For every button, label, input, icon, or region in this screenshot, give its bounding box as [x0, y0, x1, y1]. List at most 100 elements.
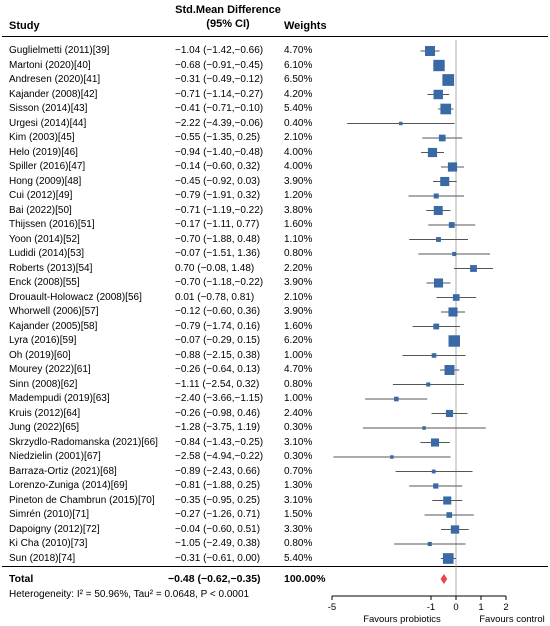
favours-left-label: Favours probiotics [363, 614, 441, 625]
study-ci: 0.70 (−0.08, 1.48) [175, 262, 255, 274]
study-ci: −0.27 (−1.26, 0.71) [175, 509, 261, 520]
effect-box [438, 134, 446, 142]
study-weight: 3.10% [284, 494, 313, 506]
study-ci: −0.94 (−1.40,−0.48) [175, 146, 264, 158]
effect-box [448, 222, 455, 228]
heterogeneity-stats: Heterogeneity: I² = 50.96%, Tau² = 0.064… [9, 589, 250, 600]
study-ci: −0.70 (−1.18,−0.22) [175, 277, 264, 288]
effect-box [427, 541, 432, 547]
effect-box [452, 251, 457, 257]
effect-box [431, 469, 436, 474]
study-name: Whorwell (2006)[57] [9, 306, 99, 317]
study-weight: 0.30% [284, 451, 313, 462]
x-tick-label: 2 [503, 602, 508, 613]
effect-box [433, 323, 440, 330]
x-tick-label: 1 [478, 602, 483, 613]
effect-box [399, 121, 403, 126]
study-ci: −0.81 (−1.88, 0.25) [175, 480, 261, 491]
study-ci: −2.40 (−3.66,−1.15) [175, 393, 264, 404]
study-weight: 6.20% [284, 335, 313, 346]
study-weight: 1.10% [284, 233, 313, 245]
study-weight: 0.80% [284, 248, 313, 259]
study-name: Kajander (2008)[42] [9, 88, 98, 100]
study-name: Helo (2019)[46] [9, 146, 78, 158]
study-name: Niedzielin (2001)[67] [9, 451, 101, 462]
total-diamond [440, 574, 448, 584]
study-name: Thijssen (2016)[51] [9, 219, 95, 230]
study-name: Roberts (2013)[54] [9, 262, 93, 274]
study-name: Martoni (2020)[40] [9, 59, 91, 71]
study-ci: −0.14 (−0.60, 0.32) [175, 161, 261, 172]
study-name: Andresen (2020)[41] [9, 74, 101, 85]
effect-box [422, 426, 426, 430]
study-weight: 6.10% [284, 59, 313, 71]
study-ci: −0.84 (−1.43,−0.25) [175, 436, 264, 448]
study-ci: −0.17 (−1.11, 0.77) [175, 219, 260, 230]
study-weight: 6.50% [284, 74, 313, 85]
study-ci: −0.12 (−0.60, 0.36) [175, 306, 261, 317]
study-name: Lorenzo-Zuniga (2014)[69] [9, 480, 128, 491]
study-name: Spiller (2016)[47] [9, 161, 86, 172]
x-tick-label: -1 [427, 602, 435, 613]
study-name: Yoon (2014)[52] [9, 233, 80, 245]
smd-header-line1: Std.Mean Difference [175, 4, 281, 16]
study-name: Guglielmetti (2011)[39] [9, 45, 110, 56]
study-ci: −0.26 (−0.64, 0.13) [175, 364, 261, 375]
study-ci: −0.71 (−1.14,−0.27) [175, 88, 264, 100]
study-name: Oh (2019)[60] [9, 349, 71, 361]
study-ci: −0.04 (−0.60, 0.51) [175, 523, 261, 535]
weights-column-header: Weights [284, 20, 327, 32]
study-name: Sun (2018)[74] [9, 552, 76, 564]
study-name: Drouault-Holowacz (2008)[56] [9, 291, 142, 303]
effect-box [447, 162, 458, 172]
study-weight: 1.50% [284, 509, 313, 520]
effect-box [440, 176, 450, 187]
study-weight: 2.40% [284, 407, 313, 419]
study-name: Madempudi (2019)[63] [9, 393, 110, 404]
study-weight: 0.80% [284, 378, 313, 390]
smd-header-line2: (95% CI) [206, 18, 250, 30]
effect-box [442, 74, 455, 86]
total-divider [2, 566, 548, 567]
study-weight: 2.20% [284, 262, 313, 274]
x-tick-label: -5 [328, 602, 336, 613]
study-weight: 0.70% [284, 465, 313, 477]
study-ci: −1.28 (−3.75, 1.19) [175, 422, 261, 433]
effect-box [433, 59, 445, 72]
study-ci: −0.68 (−0.91,−0.45) [175, 59, 264, 71]
study-name: Barraza-Ortiz (2021)[68] [9, 465, 117, 477]
study-name: Simrén (2010)[71] [9, 509, 90, 520]
study-ci: −2.58 (−4.94,−0.22) [175, 451, 264, 462]
study-weight: 1.60% [284, 320, 313, 332]
study-name: Ki Cha (2010)[73] [9, 538, 88, 549]
study-weight: 0.40% [284, 117, 313, 129]
study-ci: 0.01 (−0.78, 0.81) [175, 291, 255, 303]
header-divider [2, 36, 548, 37]
study-ci: −0.71 (−1.19,−0.22) [175, 204, 264, 216]
study-column-header: Study [9, 20, 40, 32]
effect-box [470, 265, 477, 272]
effect-box [433, 193, 439, 199]
effect-box [445, 409, 454, 418]
study-name: Kruis (2012)[64] [9, 407, 81, 419]
effect-box [440, 103, 452, 115]
study-weight: 5.40% [284, 103, 313, 114]
study-name: Skrzydlo-Radomanska (2021)[66] [9, 436, 158, 448]
study-name: Jung (2022)[65] [9, 422, 80, 433]
study-name: Enck (2008)[55] [9, 277, 80, 288]
effect-box [394, 396, 399, 402]
study-ci: −0.26 (−0.98, 0.46) [175, 407, 261, 419]
x-tick-label: 0 [453, 602, 458, 613]
study-ci: −0.79 (−1.91, 0.32) [175, 190, 261, 201]
study-weight: 4.70% [284, 364, 313, 375]
study-weight: 3.90% [284, 277, 313, 288]
study-weight: 1.20% [284, 190, 313, 201]
study-weight: 1.00% [284, 349, 313, 361]
study-ci: −1.05 (−2.49, 0.38) [175, 538, 261, 549]
study-weight: 0.30% [284, 422, 313, 433]
study-weight: 4.20% [284, 88, 313, 100]
study-weight: 0.80% [284, 538, 313, 549]
total-label: Total [9, 573, 34, 585]
study-ci: −0.55 (−1.35, 0.25) [175, 132, 261, 143]
